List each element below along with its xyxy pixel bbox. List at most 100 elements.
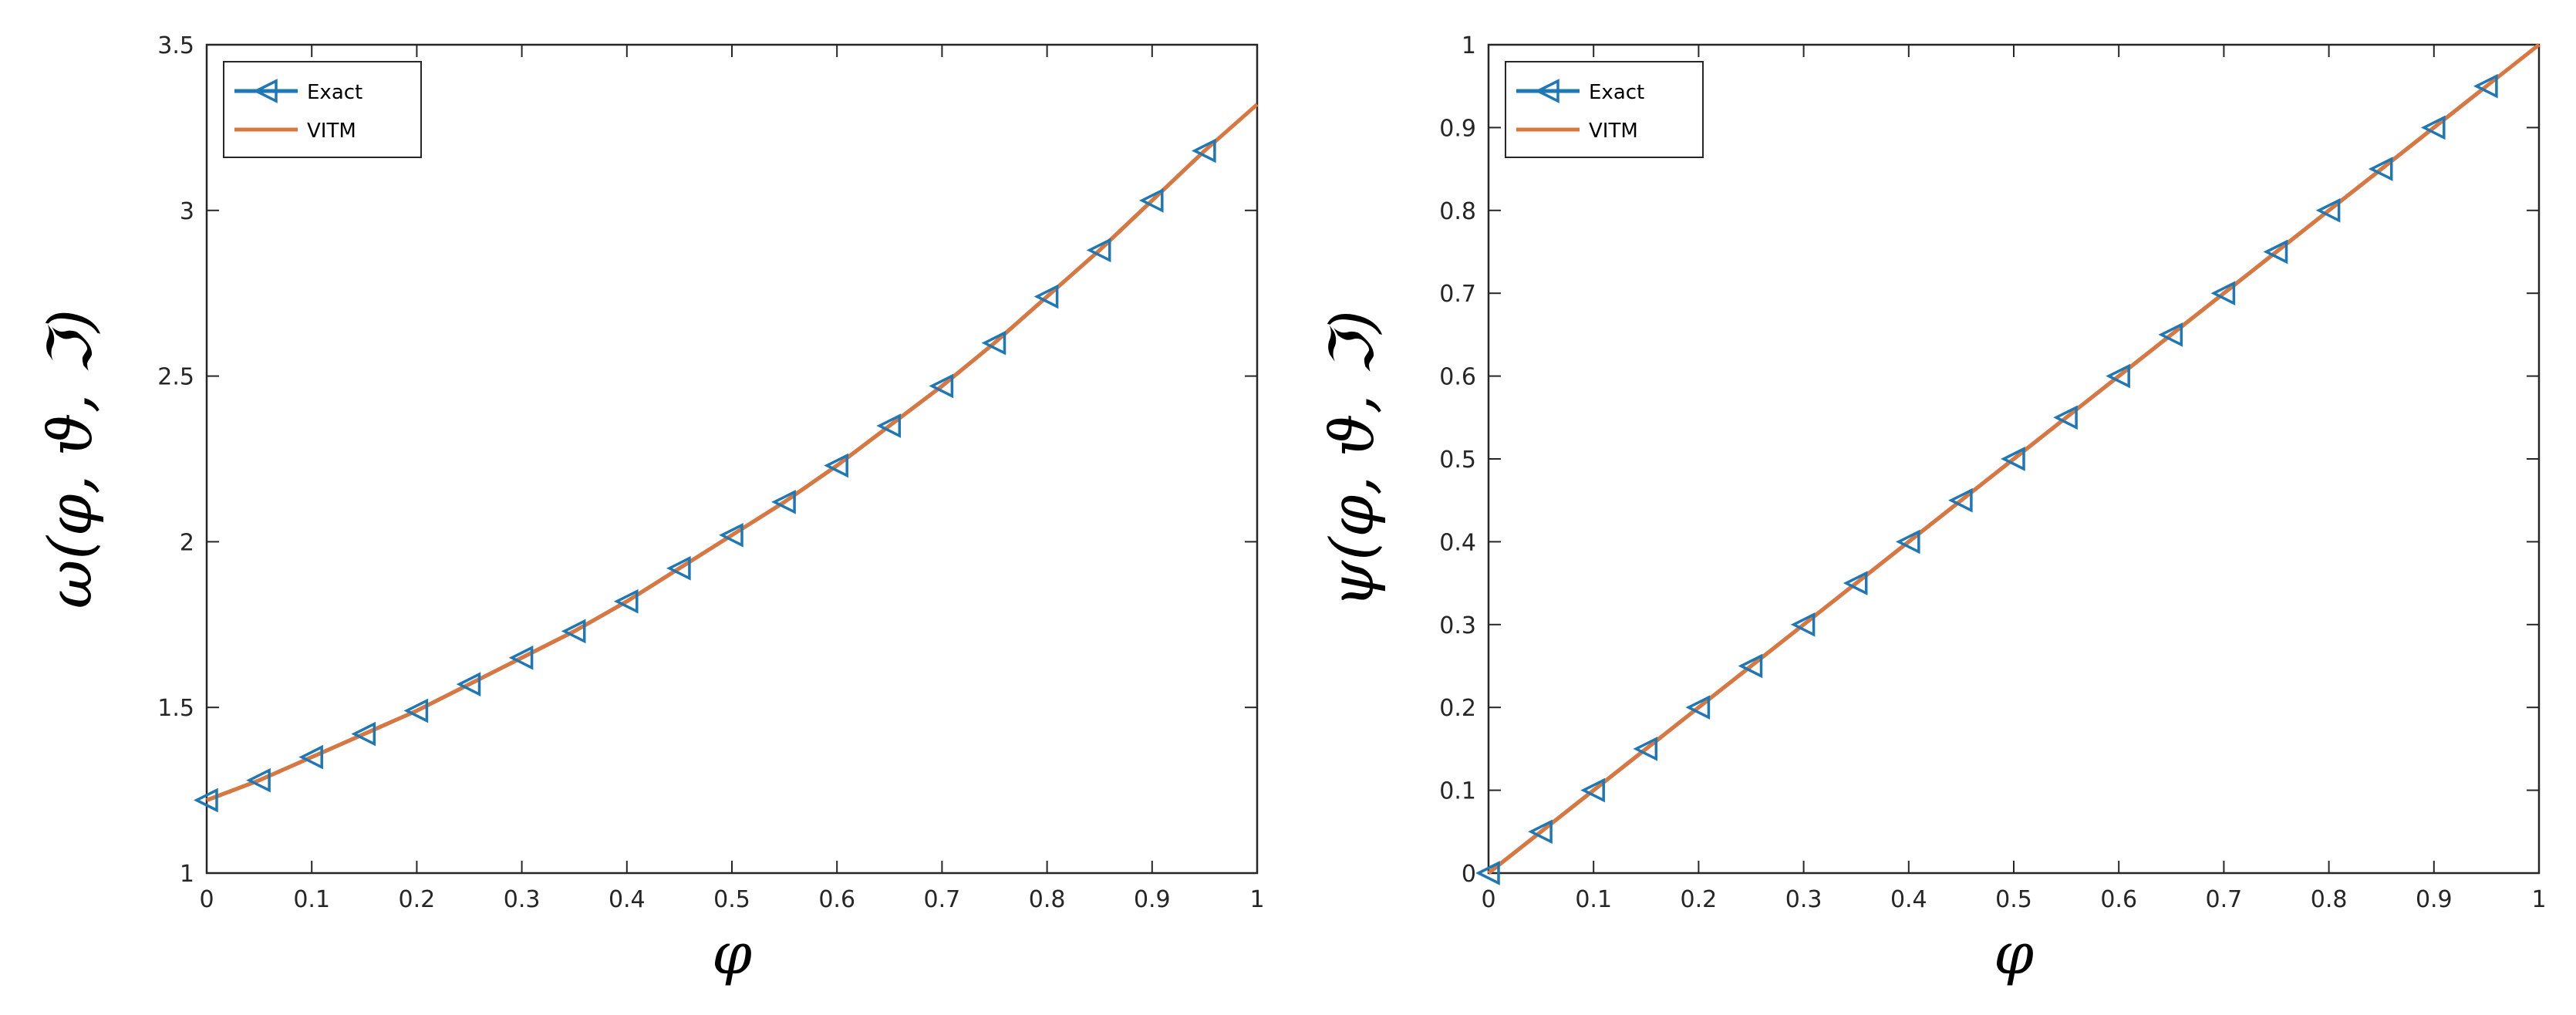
x-axis-title: φ xyxy=(712,921,752,987)
data-point-exact xyxy=(1633,737,1658,761)
x-tick-label: 0.7 xyxy=(2206,886,2243,913)
x-tick-label: 0.5 xyxy=(1995,886,2032,913)
data-point-exact xyxy=(1685,695,1711,720)
data-point-exact xyxy=(666,555,691,581)
x-tick-label: 0.2 xyxy=(399,886,436,913)
x-tick-label: 0.1 xyxy=(293,886,330,913)
data-point-exact xyxy=(2473,73,2498,99)
y-tick-label: 0 xyxy=(1462,861,1476,888)
x-tick-label: 0.2 xyxy=(1681,886,1718,913)
legend-label-exact: Exact xyxy=(1589,81,1644,104)
x-tick-label: 1 xyxy=(2531,886,2546,913)
x-tick-label: 0.5 xyxy=(713,886,750,913)
data-point-exact xyxy=(1947,487,1973,513)
data-point-exact xyxy=(613,588,639,614)
legend: Exact VITM xyxy=(1505,61,1704,158)
data-point-exact xyxy=(2158,322,2183,347)
data-point-exact xyxy=(1475,861,1500,885)
data-point-exact xyxy=(1738,653,1763,679)
y-tick-label: 0.1 xyxy=(1439,778,1476,805)
x-tick-label: 0.8 xyxy=(2311,886,2348,913)
legend-box xyxy=(1505,61,1704,158)
x-axis-title: φ xyxy=(1994,921,2034,987)
legend-marker-exact xyxy=(1535,79,1559,103)
data-point-exact xyxy=(719,522,743,548)
legend-box xyxy=(223,61,422,158)
legend-label-vitm: VITM xyxy=(1589,120,1638,143)
data-point-exact xyxy=(1138,188,1164,213)
data-point-exact xyxy=(508,645,534,670)
x-tick-label: 0.8 xyxy=(1029,886,1066,913)
data-point-exact xyxy=(2368,157,2393,181)
legend: Exact VITM xyxy=(223,61,422,158)
data-point-exact xyxy=(2001,447,2025,471)
data-point-exact xyxy=(1580,777,1605,803)
y-tick-label: 3.5 xyxy=(157,32,194,59)
x-tick-label: 0.1 xyxy=(1575,886,1612,913)
x-tick-label: 0.4 xyxy=(1890,886,1927,913)
data-point-exact xyxy=(1843,571,1868,595)
x-tick-label: 0.4 xyxy=(609,886,646,913)
x-tick-label: 0.3 xyxy=(504,886,541,913)
y-tick-label: 0.9 xyxy=(1439,115,1476,142)
data-point-exact xyxy=(456,672,481,696)
data-point-exact xyxy=(1086,238,1111,263)
data-point-exact xyxy=(876,413,902,438)
y-tick-label: 1.5 xyxy=(157,695,194,722)
y-tick-label: 0.6 xyxy=(1439,364,1476,391)
data-point-exact xyxy=(2053,405,2078,430)
series-line-vitm xyxy=(206,103,1259,802)
data-point-exact xyxy=(981,330,1006,356)
y-tick-label: 0.8 xyxy=(1439,198,1476,225)
legend-marker-exact xyxy=(253,79,278,103)
x-tick-label: 0 xyxy=(199,886,214,913)
y-tick-label: 3 xyxy=(180,198,194,225)
data-point-exact xyxy=(2106,363,2130,389)
legend-label-exact: Exact xyxy=(307,81,362,104)
data-point-exact xyxy=(1895,529,1920,555)
y-tick-label: 0.2 xyxy=(1439,695,1476,722)
legend-label-vitm: VITM xyxy=(307,120,356,143)
y-tick-label: 0.3 xyxy=(1439,612,1476,639)
data-point-exact xyxy=(2315,197,2341,223)
data-point-exact xyxy=(298,744,323,770)
x-tick-label: 0.9 xyxy=(2416,886,2453,913)
data-point-exact xyxy=(771,490,796,514)
chart-panel-1: 0 0.1 0.2 0.3 0.4 0.5 0.6 0.7 0.8 0.9 1 1 1.5 2 2.5 3 3.… xyxy=(36,32,1265,987)
data-point-exact xyxy=(561,619,586,644)
data-point-exact xyxy=(1191,138,1216,164)
data-point-exact xyxy=(824,453,848,478)
data-point-exact xyxy=(351,721,376,747)
plot-frame xyxy=(205,43,1259,875)
y-tick-label: 0.7 xyxy=(1439,281,1476,308)
y-tick-label: 1 xyxy=(180,861,194,888)
data-point-exact xyxy=(2263,239,2288,265)
y-axis-title: ψ(φ, ϑ, ℑ) xyxy=(1318,310,1387,608)
x-tick-label: 0.6 xyxy=(2100,886,2137,913)
data-point-exact xyxy=(403,698,429,723)
data-point-exact xyxy=(2210,281,2236,306)
y-tick-label: 1 xyxy=(1462,32,1476,59)
y-axis-title: ω(φ, ϑ, ℑ) xyxy=(36,309,106,609)
x-tick-label: 1 xyxy=(1249,886,1264,913)
data-point-exact xyxy=(1033,284,1059,309)
y-tick-label: 0.5 xyxy=(1439,447,1476,474)
data-point-exact xyxy=(1528,819,1553,845)
x-tick-label: 0 xyxy=(1481,886,1495,913)
x-tick-label: 0.3 xyxy=(1785,886,1822,913)
data-point-exact xyxy=(1790,612,1816,637)
data-point-exact xyxy=(2420,115,2446,140)
data-point-exact xyxy=(246,767,271,793)
data-point-exact xyxy=(929,373,954,399)
series-line-vitm xyxy=(1487,43,2541,875)
x-tick-label: 0.9 xyxy=(1134,886,1171,913)
x-tick-label: 0.6 xyxy=(818,886,855,913)
x-tick-label: 0.7 xyxy=(924,886,961,913)
y-tick-label: 2.5 xyxy=(157,364,194,391)
data-point-exact xyxy=(194,787,218,813)
chart-panel-2: 0 0.1 0.2 0.3 0.4 0.5 0.6 0.7 0.8 0.9 1 0 0.1 0.2 0.3 0… xyxy=(1318,32,2547,987)
y-tick-label: 0.4 xyxy=(1439,529,1476,556)
y-tick-label: 2 xyxy=(180,529,194,556)
